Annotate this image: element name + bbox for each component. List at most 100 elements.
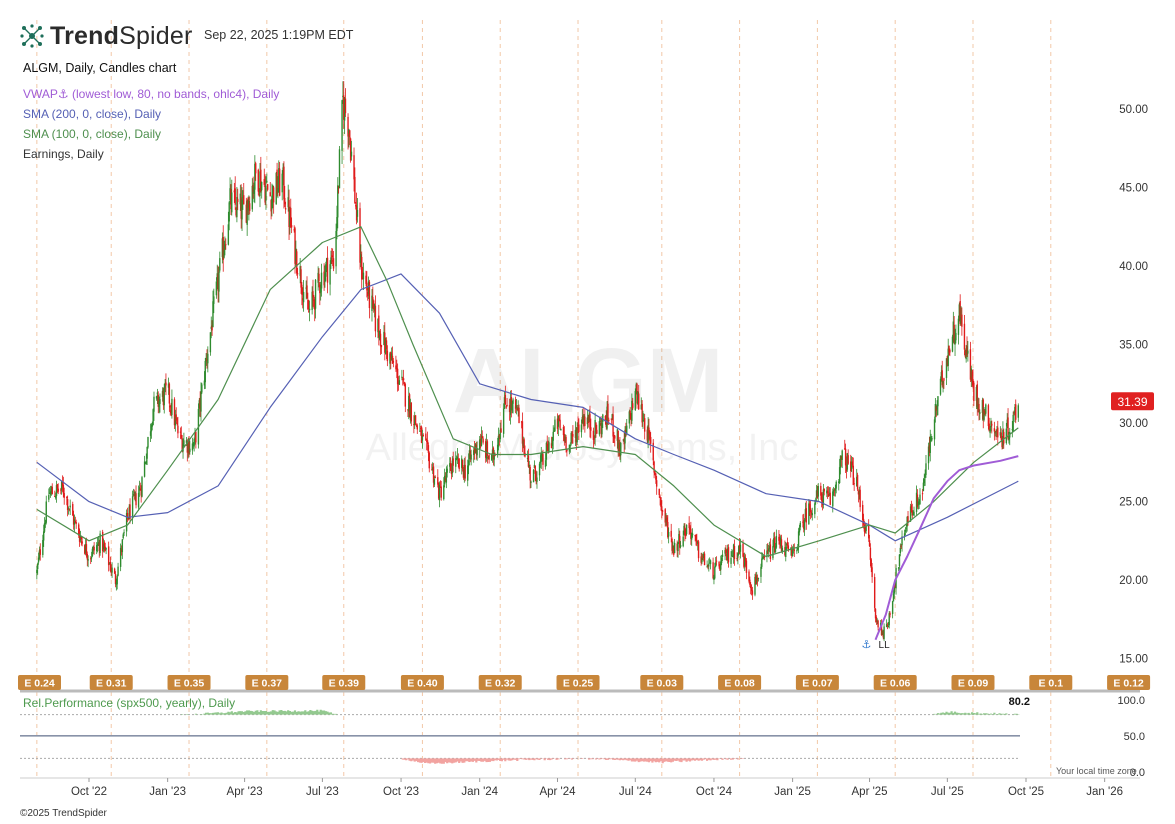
candle-body — [625, 429, 627, 434]
candle-body — [216, 273, 218, 281]
candle-body — [899, 547, 902, 553]
candle-body — [492, 447, 495, 460]
candle-body — [415, 424, 418, 426]
candle-body — [245, 204, 248, 223]
candle-body — [912, 514, 914, 516]
candle-body — [586, 417, 589, 425]
candle-body — [38, 550, 41, 559]
candle-body — [921, 493, 924, 495]
candle-body — [451, 460, 454, 474]
candle-body — [701, 558, 703, 563]
candle-body — [493, 452, 495, 460]
candle-body — [144, 462, 147, 464]
candle-body — [378, 331, 381, 340]
candle-body — [726, 548, 729, 561]
candle-body — [918, 501, 920, 503]
candle-body — [969, 349, 972, 380]
candle-body — [803, 519, 806, 531]
candle-body — [595, 422, 597, 430]
candle-body — [368, 281, 371, 309]
candle-body — [390, 354, 393, 361]
earnings-badge-label: E 0.08 — [724, 678, 755, 690]
earnings-badge — [1107, 675, 1151, 690]
candle-body — [867, 524, 870, 539]
candle-body — [491, 449, 494, 456]
candle-body — [252, 185, 254, 192]
candle-body — [72, 515, 75, 525]
candle-body — [383, 331, 385, 346]
candle-body — [542, 454, 544, 465]
candle-body — [985, 404, 987, 414]
candle-body — [377, 318, 379, 333]
candle-body — [171, 398, 173, 415]
candle-body — [894, 584, 896, 588]
candle-body — [964, 350, 967, 357]
candle-body — [773, 538, 775, 547]
candle-body — [979, 412, 981, 414]
candle-body — [302, 298, 304, 301]
candle-body — [547, 443, 549, 454]
candle-body — [750, 585, 752, 589]
candle-body — [811, 513, 813, 516]
candle-body — [341, 100, 343, 151]
candle-body — [488, 455, 490, 460]
legend-earnings[interactable]: Earnings, Daily — [23, 147, 104, 161]
candle-body — [619, 442, 621, 457]
candle-body — [868, 540, 871, 547]
candle-body — [1014, 406, 1016, 414]
candle-body — [384, 332, 386, 353]
candle-body — [131, 496, 134, 518]
candle-body — [870, 559, 872, 568]
candle-body — [490, 454, 493, 461]
candle-body — [408, 395, 410, 412]
candle-body — [533, 464, 536, 469]
candle-body — [173, 399, 176, 426]
candle-body — [991, 423, 993, 426]
candle-body — [128, 506, 130, 520]
candle-body — [199, 397, 201, 409]
chart-title[interactable]: ALGM, Daily, Candles chart — [23, 61, 177, 75]
candle-body — [610, 418, 613, 420]
candle-body — [45, 501, 47, 523]
candle-body — [622, 439, 625, 441]
candle-body — [575, 432, 578, 443]
candle-body — [959, 301, 961, 324]
candle-body — [510, 397, 513, 409]
candle-body — [365, 275, 367, 284]
candle-body — [155, 396, 158, 399]
candle-body — [694, 535, 696, 537]
candle-body — [150, 425, 153, 432]
candle-body — [1017, 405, 1020, 418]
candle-body — [396, 368, 399, 385]
candle-body — [532, 469, 535, 483]
candle-body — [301, 284, 303, 295]
candle-body — [324, 273, 326, 283]
candle-body — [469, 450, 471, 459]
candle-body — [583, 415, 585, 425]
candle-body — [767, 549, 769, 551]
candle-body — [774, 546, 777, 552]
legend-sma200[interactable]: SMA (200, 0, close), Daily — [23, 107, 162, 121]
candle-body — [826, 491, 829, 493]
candle-body — [582, 415, 584, 425]
candle-body — [336, 216, 338, 231]
candle-body — [915, 492, 918, 512]
candle-body — [744, 557, 747, 562]
candle-body — [928, 445, 931, 453]
earnings-date-gridlines — [36, 20, 1052, 778]
rel-performance-panel: Rel.Performance (spx500, yearly), Daily 8… — [23, 695, 1145, 779]
candle-body — [503, 397, 506, 409]
candle-body — [192, 444, 195, 446]
candle-body — [919, 494, 921, 505]
candle-body — [844, 448, 846, 450]
candle-body — [290, 225, 293, 228]
candle-body — [762, 556, 765, 558]
legend-vwap[interactable]: VWAP⚓ (lowest low, 80, no bands, ohlc4),… — [23, 87, 280, 101]
candle-body — [630, 413, 632, 421]
x-tick-label: Apr '25 — [852, 786, 888, 798]
candle-body — [68, 508, 71, 510]
candle-body — [838, 467, 841, 484]
candle-body — [955, 332, 957, 341]
legend-sma100[interactable]: SMA (100, 0, close), Daily — [23, 127, 162, 141]
